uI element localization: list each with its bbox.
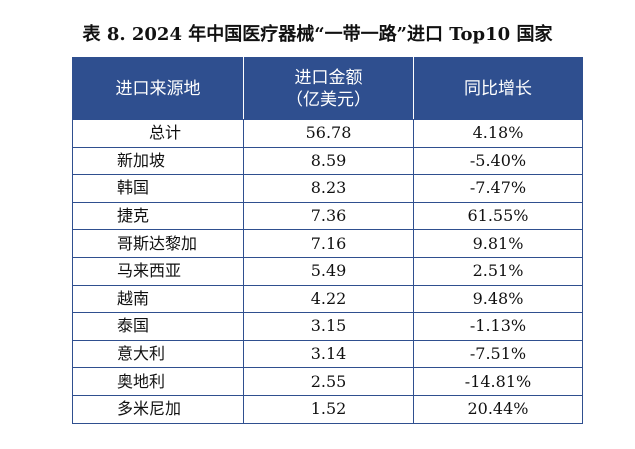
table-row: 韩国 8.23 -7.47%: [72, 174, 583, 203]
row-amount: 7.16: [243, 229, 414, 258]
table-title: 表 8. 2024 年中国医疗器械“一带一路”进口 Top10 国家: [82, 24, 553, 45]
row-growth: -1.13%: [413, 312, 583, 341]
row-source: 泰国: [72, 312, 244, 341]
table-header-row: 进口来源地 进口金额 （亿美元） 同比增长: [72, 57, 583, 120]
row-amount: 1.52: [243, 394, 414, 424]
row-growth: -5.40%: [413, 146, 583, 176]
row-growth: 2.51%: [413, 256, 583, 286]
row-source: 多米尼加: [72, 394, 244, 424]
row-growth: -7.47%: [413, 174, 583, 203]
import-table: 进口来源地 进口金额 （亿美元） 同比增长 总计 56.78 4.18% 新加坡 …: [72, 57, 583, 424]
row-amount: 8.59: [243, 146, 414, 176]
table-row: 意大利 3.14 -7.51%: [72, 339, 583, 369]
header-source: 进口来源地: [72, 57, 244, 120]
table-row: 越南 4.22 9.48%: [72, 284, 583, 314]
row-amount: 4.22: [243, 284, 414, 314]
row-growth: 9.48%: [413, 284, 583, 314]
row-source: 奥地利: [72, 367, 244, 396]
row-source: 意大利: [72, 339, 244, 369]
row-source: 马来西亚: [72, 256, 244, 286]
header-growth: 同比增长: [413, 57, 583, 120]
row-growth: 61.55%: [413, 201, 583, 231]
table-row: 捷克 7.36 61.55%: [72, 201, 583, 231]
row-source: 捷克: [72, 201, 244, 231]
row-growth: 9.81%: [413, 229, 583, 258]
row-amount: 7.36: [243, 201, 414, 231]
row-amount: 8.23: [243, 174, 414, 203]
row-source: 越南: [72, 284, 244, 314]
table-row: 马来西亚 5.49 2.51%: [72, 256, 583, 286]
row-source: 哥斯达黎加: [72, 229, 244, 258]
row-amount: 5.49: [243, 256, 414, 286]
table-row: 奥地利 2.55 -14.81%: [72, 367, 583, 396]
table-row: 泰国 3.15 -1.13%: [72, 312, 583, 341]
row-growth: 20.44%: [413, 394, 583, 424]
row-source: 总计: [72, 119, 244, 148]
row-growth: -7.51%: [413, 339, 583, 369]
row-growth: 4.18%: [413, 119, 583, 148]
row-amount: 56.78: [243, 119, 414, 148]
row-growth: -14.81%: [413, 367, 583, 396]
table-row: 新加坡 8.59 -5.40%: [72, 146, 583, 176]
row-amount: 3.15: [243, 312, 414, 341]
row-source: 韩国: [72, 174, 244, 203]
row-amount: 3.14: [243, 339, 414, 369]
header-amount-line1: 进口金额: [294, 67, 363, 88]
row-amount: 2.55: [243, 367, 414, 396]
table-row: 哥斯达黎加 7.16 9.81%: [72, 229, 583, 258]
header-amount: 进口金额 （亿美元）: [243, 57, 414, 120]
table-row-total: 总计 56.78 4.18%: [72, 119, 583, 148]
header-amount-line2: （亿美元）: [286, 89, 371, 110]
table-row: 多米尼加 1.52 20.44%: [72, 394, 583, 424]
row-source: 新加坡: [72, 146, 244, 176]
